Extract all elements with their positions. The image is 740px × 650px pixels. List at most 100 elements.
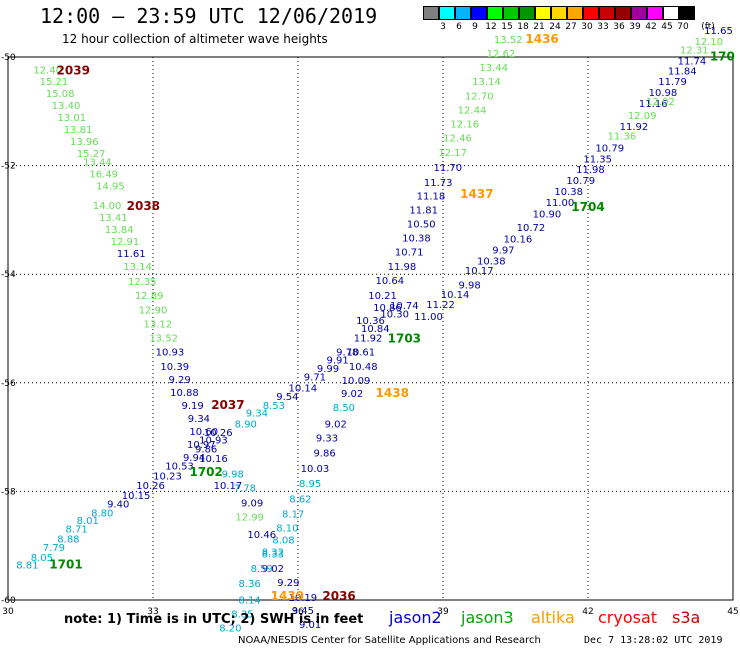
legend-swatch [519,6,535,20]
wave-height-label: 7.78 [234,483,256,494]
wave-height-label: 8.10 [276,524,298,535]
wave-height-label: 10.19 [289,593,318,604]
wave-height-label: 10.21 [368,291,397,302]
legend-label: 12 [485,22,497,32]
wave-height-label: 7.79 [43,543,65,554]
y-tick-label: -58 [1,487,16,497]
wave-height-label: 10.39 [160,362,189,373]
wave-height-label: 13.01 [57,113,86,124]
wave-height-label: 12.10 [695,37,724,48]
track-id-label: 1702 [189,465,222,479]
wave-height-label: 13.41 [99,213,128,224]
track-id-label: 170 [710,49,735,63]
track-id-label: 1439 [271,589,304,603]
wave-height-label: 8.01 [77,516,99,527]
wave-height-label: 8.36 [239,579,261,590]
wave-height-label: 12.09 [628,111,657,122]
wave-height-label: 13.52 [149,334,178,345]
wave-height-label: 9.09 [241,499,263,510]
legend-swatch [583,6,599,20]
wave-height-label: 13.14 [123,262,152,273]
wave-height-label: 10.38 [477,256,506,267]
wave-height-label: 9.78 [336,348,358,359]
wave-height-label: 11.92 [620,122,649,133]
y-tick-label: -50 [1,53,16,63]
wave-height-label: 12.02 [646,97,675,108]
wave-height-label: 9.54 [276,392,298,403]
track-id-label: 1437 [460,187,493,201]
wave-height-label: 8.88 [57,534,79,545]
wave-height-label: 10.16 [504,235,533,246]
wave-height-label: 10.50 [407,220,436,231]
wave-height-label: 10.93 [156,348,185,359]
wave-height-label: 8.32 [262,547,284,558]
legend-swatch [439,6,455,20]
wave-height-label: 10.36 [356,316,385,327]
wave-height-label: 8.81 [16,561,38,572]
track-id-label: 1436 [525,32,558,46]
wave-height-label: 10.53 [165,462,194,473]
wave-height-label: 10.17 [465,266,494,277]
y-tick-label: -54 [1,270,16,280]
wave-height-label: 14.00 [93,201,122,212]
y-tick-label: -56 [1,379,16,389]
legend-swatch [487,6,503,20]
legend-label: 36 [613,22,625,32]
wave-height-label: 11.00 [414,312,443,323]
wave-height-label: 12.62 [487,49,516,60]
legend-swatch [599,6,615,20]
wave-height-label: 10.79 [595,143,624,154]
legend-label: 24 [549,22,561,32]
wave-height-label: 8.50 [333,403,355,414]
wave-height-label: 9.29 [168,375,190,386]
legend-swatch [647,6,663,20]
wave-height-label: 9.86 [195,444,217,455]
track-id-label: 2039 [57,63,90,77]
wave-height-label: 13.44 [479,63,508,74]
wave-height-label: 13.12 [144,319,173,330]
page-subtitle: 12 hour collection of altimeter wave hei… [62,32,328,46]
wave-height-label: 8.90 [235,419,257,430]
wave-height-label: 8.05 [31,553,53,564]
legend-label: 33 [597,22,609,32]
wave-height-label: 10.64 [376,276,405,287]
y-tick-label: -60 [1,596,16,606]
legend-label: 6 [456,22,462,32]
wave-height-label: 12.89 [135,291,164,302]
wave-height-label: 9.29 [277,578,299,589]
wave-height-label: 10.74 [390,301,419,312]
wave-height-label: 16.49 [89,170,118,181]
wave-height-label: 9.94 [183,453,205,464]
wave-height-label: 10.86 [373,303,402,314]
wave-height-label: 8.71 [66,525,88,536]
legend-unit: (ft) [701,22,715,32]
wave-height-label: 9.71 [304,373,326,384]
wave-height-label: 12.35 [128,277,157,288]
x-tick-label: 36 [292,607,304,617]
wave-height-label: 10.15 [122,491,151,502]
wave-height-label: 8.33 [262,550,284,561]
wave-height-label: 9.45 [292,606,314,617]
wave-height-label: 8.20 [219,623,241,634]
wave-height-label: 11.92 [354,334,383,345]
legend-swatch [631,6,647,20]
wave-height-label: 9.99 [317,364,339,375]
wave-height-label: 13.96 [70,137,99,148]
legend-swatch [615,6,631,20]
wave-height-label: 12.70 [465,91,494,102]
legend-label: 18 [517,22,529,32]
wave-height-label: 12.90 [139,305,168,316]
x-tick-label: 30 [2,607,14,617]
wave-height-label: 10.97 [187,440,216,451]
x-tick-label: 39 [437,607,449,617]
wave-height-label: 12.46 [443,134,472,145]
legend-swatch [423,6,439,20]
wave-height-label: 8.17 [282,509,304,520]
page-title: 12:00 – 23:59 UTC 12/06/2019 [40,4,378,28]
legend-label: 39 [629,22,641,32]
wave-height-label: 10.88 [170,388,199,399]
wave-height-label: 10.03 [301,464,330,475]
track-id-label: 1701 [49,558,82,572]
wave-height-label: 11.70 [434,163,463,174]
